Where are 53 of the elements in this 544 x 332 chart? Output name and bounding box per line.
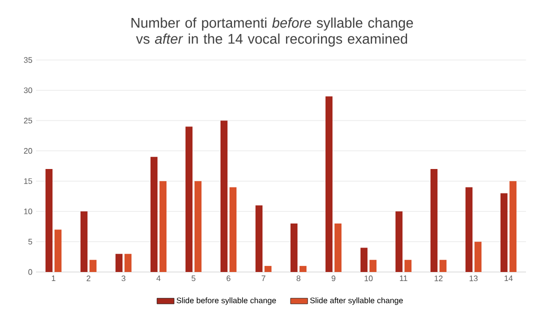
bar: [370, 260, 376, 272]
bar: [220, 120, 228, 272]
bar: [465, 187, 472, 272]
bar: [54, 230, 62, 272]
y-tick-label: 0: [28, 269, 32, 275]
x-tick-label: 3: [122, 276, 126, 282]
y-tick-label: 30: [24, 87, 32, 94]
bar: [396, 211, 402, 272]
bar: [264, 266, 272, 272]
x-tick-label: 11: [400, 276, 408, 282]
x-tick-label: 1: [52, 276, 56, 282]
x-tick-label: 9: [332, 276, 336, 282]
bar: [116, 254, 123, 272]
bar: [500, 193, 508, 272]
y-tick-label: 35: [24, 57, 32, 63]
chart-title: Number of portamenti before syllable change vs after in the 14 vocal recorings examined: [132, 18, 413, 47]
bar: [300, 266, 306, 272]
bar: [90, 260, 97, 272]
y-tick-label: 15: [24, 178, 32, 184]
bar: [194, 181, 202, 272]
bar: [404, 260, 412, 272]
bar: [256, 205, 263, 272]
y-tick-label: 10: [24, 208, 32, 214]
bar: [186, 126, 193, 272]
bar: [509, 181, 516, 272]
bar: [474, 242, 482, 272]
x-tick-label: 4: [156, 276, 160, 282]
x-tick-label: 8: [296, 276, 300, 282]
x-tick-label: 10: [364, 276, 373, 282]
bar: [439, 260, 446, 272]
bar: [46, 169, 53, 272]
bar: [80, 211, 88, 272]
x-tick-label: 14: [504, 276, 513, 282]
legend-label: Slide before syllable change: [176, 297, 276, 305]
x-tick-label: 6: [226, 276, 230, 282]
y-tick-label: 20: [24, 148, 32, 154]
y-tick-label: 25: [24, 118, 32, 124]
x-tick-label: 12: [434, 276, 443, 282]
bar: [334, 224, 342, 272]
x-tick-label: 2: [86, 276, 90, 282]
bar: [160, 181, 167, 272]
bar: [360, 248, 368, 272]
y-tick-label: 5: [28, 238, 32, 244]
bar: [150, 156, 158, 272]
x-tick-label: 13: [470, 276, 478, 282]
bar: [290, 224, 298, 272]
bar: [230, 187, 236, 272]
bar: [430, 169, 438, 272]
legend-label: Slide after syllable change: [310, 297, 403, 305]
x-tick-label: 7: [262, 276, 266, 282]
x-tick-label: 5: [192, 276, 196, 282]
bar: [124, 254, 132, 272]
bar: [326, 96, 332, 272]
